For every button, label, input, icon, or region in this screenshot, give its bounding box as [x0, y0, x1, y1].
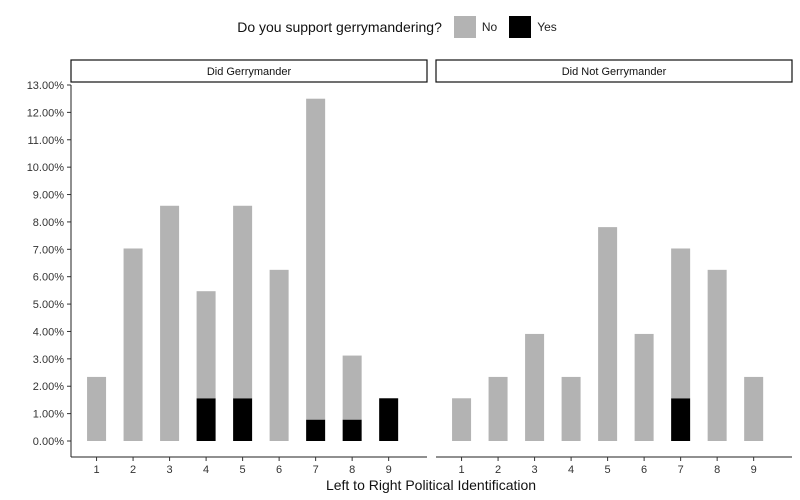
bar-no	[671, 248, 691, 399]
y-tick-label: 10.00%	[27, 162, 65, 174]
x-tick-label: 7	[313, 464, 319, 476]
y-tick-label: 5.00%	[33, 299, 64, 311]
bar-no	[634, 333, 654, 441]
x-tick-label: 2	[130, 464, 136, 476]
bar-no	[598, 227, 618, 441]
bar-no	[525, 333, 545, 441]
y-tick-label: 12.00%	[27, 107, 65, 119]
legend-label-yes: Yes	[537, 20, 557, 34]
x-tick-label: 9	[386, 464, 392, 476]
legend-label-no: No	[481, 20, 498, 34]
bar-no	[123, 248, 143, 441]
bar-no	[306, 98, 326, 420]
y-tick-label: 0.00%	[33, 436, 64, 448]
y-tick-label: 11.00%	[28, 135, 65, 147]
x-tick-label: 6	[641, 464, 647, 476]
bar-yes	[379, 398, 399, 441]
bar-no	[488, 376, 508, 441]
y-tick-label: 3.00%	[33, 354, 64, 366]
bar-yes	[306, 419, 326, 441]
x-tick-label: 4	[568, 464, 574, 476]
y-tick-label: 1.00%	[33, 409, 64, 421]
bar-no	[233, 205, 253, 399]
x-tick-label: 5	[605, 464, 611, 476]
bar-no	[196, 291, 216, 399]
bar-yes	[671, 398, 691, 441]
y-tick-label: 6.00%	[33, 272, 64, 284]
legend: Do you support gerrymandering? No Yes	[0, 14, 800, 40]
legend-swatch-no	[453, 16, 476, 38]
panel-strip	[70, 59, 428, 83]
x-tick-label: 5	[240, 464, 246, 476]
bar-no	[561, 376, 581, 441]
bar-no	[744, 376, 764, 441]
bar-no	[269, 269, 289, 441]
x-tick-label: 1	[458, 464, 464, 476]
y-tick-label: 2.00%	[33, 381, 64, 393]
x-tick-label: 9	[751, 464, 757, 476]
bar-no	[87, 376, 107, 441]
x-tick-label: 3	[532, 464, 538, 476]
panel-title: Did Gerrymander	[207, 66, 292, 78]
y-tick-label: 7.00%	[33, 244, 64, 256]
y-tick-label: 8.00%	[33, 217, 64, 229]
bar-yes	[233, 398, 253, 441]
bar-no	[452, 398, 472, 441]
y-tick-label: 9.00%	[33, 190, 64, 202]
x-tick-label: 6	[276, 464, 282, 476]
legend-swatch-yes	[509, 16, 532, 38]
x-axis-title: Left to Right Political Identification	[326, 477, 536, 493]
x-tick-label: 1	[93, 464, 99, 476]
x-tick-label: 2	[495, 464, 501, 476]
panel-strip	[435, 59, 793, 83]
x-tick-label: 7	[678, 464, 684, 476]
legend-title: Do you support gerrymandering?	[237, 19, 442, 35]
bar-no	[342, 355, 362, 420]
x-tick-label: 4	[203, 464, 209, 476]
y-tick-label: 13.00%	[27, 80, 65, 92]
y-tick-label: 4.00%	[33, 326, 64, 338]
bar-no	[160, 205, 180, 441]
panel-title: Did Not Gerrymander	[562, 66, 667, 78]
bar-no	[707, 269, 727, 441]
bar-yes	[196, 398, 216, 441]
x-tick-label: 3	[167, 464, 173, 476]
bar-yes	[342, 419, 362, 441]
x-tick-label: 8	[349, 464, 355, 476]
x-tick-label: 8	[714, 464, 720, 476]
